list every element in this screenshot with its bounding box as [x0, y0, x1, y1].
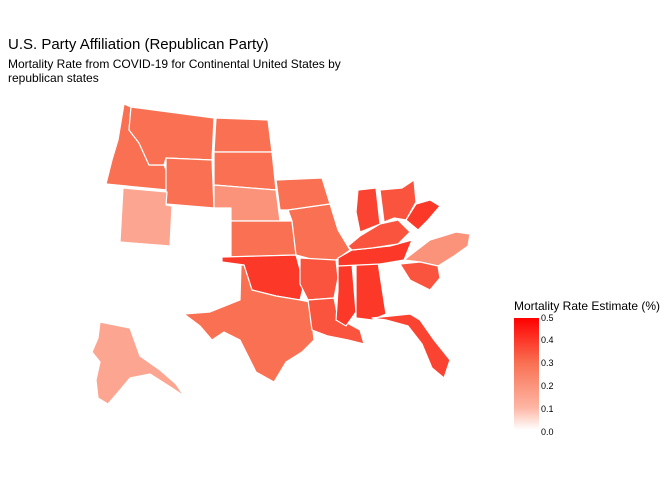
- state-north-dakota: [213, 117, 273, 153]
- state-mississippi: [335, 263, 357, 327]
- state-south-carolina: [399, 261, 441, 291]
- legend-tick-3: 0.3: [541, 358, 554, 368]
- state-alabama: [355, 261, 387, 321]
- chart-subtitle: Mortality Rate from COVID-19 for Contine…: [8, 57, 341, 85]
- state-texas: [183, 264, 315, 383]
- state-south-dakota: [213, 151, 277, 191]
- legend-title: Mortality Rate Estimate (%): [514, 299, 661, 313]
- state-wyoming: [165, 157, 215, 209]
- state-arkansas: [299, 257, 339, 301]
- legend-tick-2: 0.2: [541, 381, 554, 391]
- state-louisiana: [307, 297, 365, 345]
- state-alaska: [91, 321, 185, 405]
- state-north-carolina: [403, 231, 471, 267]
- state-utah: [119, 187, 173, 247]
- state-montana: [128, 106, 215, 166]
- state-florida: [371, 313, 451, 379]
- state-missouri: [287, 203, 351, 263]
- legend-tick-5: 0.5: [541, 313, 554, 323]
- state-west-virginia: [405, 199, 441, 231]
- legend-tick-1: 0.1: [541, 404, 554, 414]
- chart-title: U.S. Party Affiliation (Republican Party…: [8, 36, 269, 53]
- legend-colorbar: [514, 318, 539, 430]
- legend-tick-4: 0.4: [541, 335, 554, 345]
- state-kentucky: [347, 219, 411, 251]
- state-indiana: [355, 187, 381, 233]
- state-nebraska: [213, 184, 281, 222]
- legend-tick-0: 0.0: [541, 427, 554, 437]
- state-kansas: [230, 220, 297, 258]
